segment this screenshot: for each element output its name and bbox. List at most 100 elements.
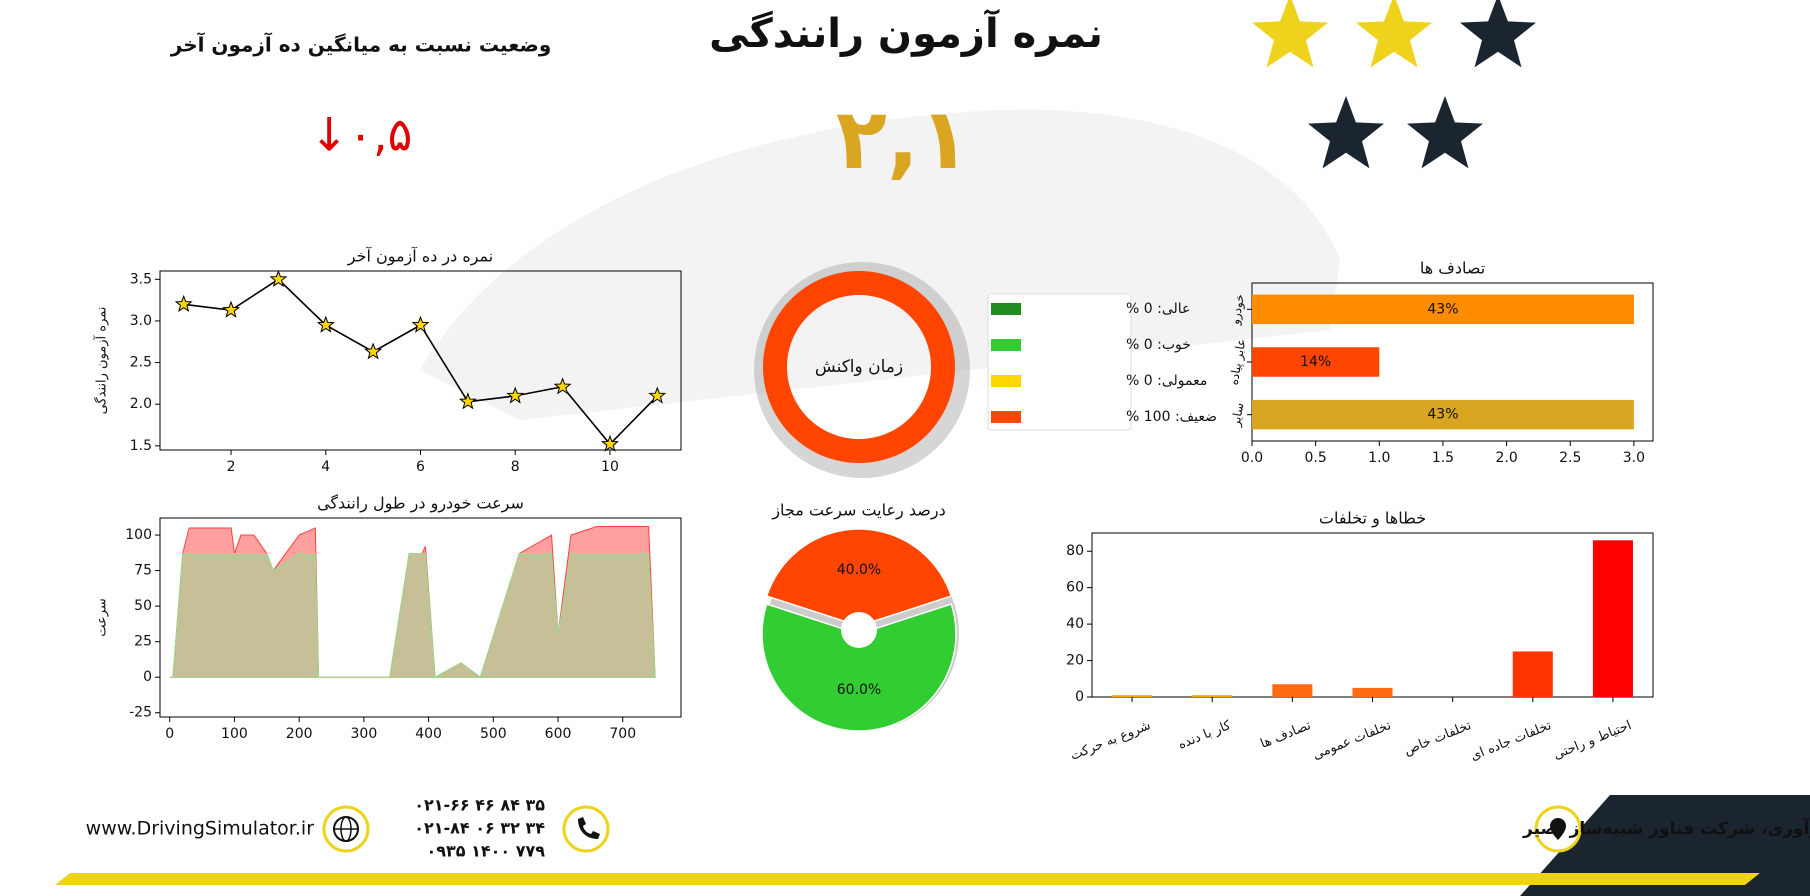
y-tick-label: 100 bbox=[125, 527, 152, 543]
y-axis-label: نمره آزمون رانندگی bbox=[93, 307, 110, 415]
bar bbox=[1112, 695, 1153, 697]
axes-frame bbox=[1091, 532, 1654, 698]
chart-title: تصادف ها bbox=[1420, 259, 1485, 278]
x-tick-label: 0.5 bbox=[1305, 450, 1327, 466]
legend-label: عالی: 0 % bbox=[1126, 301, 1190, 317]
point bbox=[506, 386, 525, 404]
x-tick-label: کار با دنده bbox=[1176, 718, 1234, 753]
x-tick-label: احتیاط و راحتی bbox=[1551, 718, 1633, 763]
x-tick-label: 8 bbox=[511, 459, 520, 475]
chart-title: خطاها و تخلفات bbox=[1319, 509, 1426, 529]
x-tick-label: 10 bbox=[601, 459, 619, 475]
x-tick-label: 100 bbox=[221, 726, 248, 742]
speed-area bbox=[169, 553, 656, 679]
legend-box bbox=[987, 293, 1132, 431]
y-tick-label: -25 bbox=[129, 705, 152, 721]
point bbox=[316, 315, 335, 333]
bar bbox=[1512, 651, 1553, 697]
legend-label: ضعیف: 100 % bbox=[1126, 409, 1217, 425]
x-tick-label: 500 bbox=[480, 726, 507, 742]
y-tick-label: 80 bbox=[1066, 543, 1084, 559]
center-label: زمان واکنش bbox=[815, 357, 903, 377]
x-tick-label: تخلفات جاده ای bbox=[1468, 718, 1553, 764]
chart-title: درصد رعایت سرعت مجاز bbox=[771, 501, 945, 521]
score: ۲,۱ bbox=[836, 90, 970, 188]
x-tick-label: 2 bbox=[227, 459, 236, 475]
point bbox=[411, 315, 430, 333]
point bbox=[600, 434, 619, 452]
x-tick-label: 200 bbox=[286, 726, 313, 742]
x-tick-label: شروع به حرکت bbox=[1068, 718, 1153, 764]
bar bbox=[1252, 347, 1380, 377]
legend-swatch bbox=[991, 375, 1021, 387]
point bbox=[364, 342, 383, 360]
x-tick-label: 3.0 bbox=[1623, 450, 1645, 466]
bar-label: 14% bbox=[1300, 354, 1331, 370]
subtitle: وضعیت نسبت به میانگین ده آزمون آخر bbox=[170, 32, 552, 57]
x-tick-label: 0 bbox=[165, 726, 174, 742]
phone: ۰۲۱-۸۴ ۰۶ ۳۲ ۳۴ bbox=[414, 819, 545, 838]
star bbox=[1308, 96, 1384, 169]
x-tick-label: 6 bbox=[416, 459, 425, 475]
chart-title: نمره در ده آزمون آخر bbox=[347, 247, 494, 267]
y-tick-label: 2.5 bbox=[130, 355, 152, 371]
star bbox=[1356, 0, 1432, 68]
pie-slice bbox=[765, 528, 953, 628]
y-tick-label: سایر bbox=[1228, 402, 1247, 429]
x-tick-label: 1.0 bbox=[1368, 450, 1390, 466]
rating bbox=[1252, 0, 1536, 169]
pie-hole bbox=[841, 612, 877, 648]
star bbox=[1252, 0, 1328, 68]
y-tick-label: عابر پیاده bbox=[1227, 338, 1250, 387]
phone: ۰۲۱-۶۶ ۴۶ ۸۴ ۳۵ bbox=[414, 796, 545, 815]
pie-slice bbox=[761, 603, 957, 732]
x-tick-label: 700 bbox=[609, 726, 636, 742]
point bbox=[174, 294, 193, 312]
y-tick-label: 0 bbox=[1075, 689, 1084, 705]
star bbox=[1460, 0, 1536, 68]
y-tick-label: 25 bbox=[134, 634, 152, 650]
value-label: 60.0% bbox=[837, 682, 881, 698]
y-tick-label: 3.0 bbox=[130, 313, 152, 329]
x-tick-label: 600 bbox=[545, 726, 572, 742]
point bbox=[222, 300, 241, 318]
phone-icon bbox=[562, 805, 610, 853]
value-label: 40.0% bbox=[837, 562, 881, 578]
handset bbox=[578, 817, 600, 839]
bar-label: 43% bbox=[1427, 301, 1458, 317]
x-tick-label: 300 bbox=[351, 726, 378, 742]
x-tick-label: 4 bbox=[321, 459, 330, 475]
legend-swatch bbox=[991, 339, 1021, 351]
axes-frame bbox=[159, 517, 682, 718]
bar bbox=[1192, 695, 1233, 697]
address: دفتر مرکزی:تهران، میدان ونک، خیابان ملاص… bbox=[1522, 817, 1810, 839]
phone: ۰۹۳۵ ۱۴۰۰ ۷۷۹ bbox=[426, 842, 545, 861]
y-tick-label: 0 bbox=[143, 669, 152, 685]
y-tick-label: 3.5 bbox=[130, 271, 152, 287]
legend-swatch bbox=[991, 303, 1021, 315]
bar-label: 43% bbox=[1427, 407, 1458, 423]
stripe bbox=[55, 873, 1760, 885]
report-title: نمره آزمون رانندگی bbox=[709, 8, 1103, 57]
chart-title: سرعت خودرو در طول رانندگی bbox=[317, 494, 524, 514]
change: ↓۰,۵ bbox=[310, 108, 413, 162]
y-tick-label: خودرو bbox=[1228, 293, 1248, 327]
y-tick-label: 1.5 bbox=[130, 438, 152, 454]
x-tick-label: 400 bbox=[415, 726, 442, 742]
x-tick-label: 1.5 bbox=[1432, 450, 1454, 466]
y-tick-label: 50 bbox=[134, 598, 152, 614]
bar bbox=[1252, 399, 1634, 430]
y-tick-label: 20 bbox=[1066, 653, 1084, 669]
bar bbox=[1352, 687, 1393, 697]
star bbox=[1407, 96, 1483, 169]
website[interactable]: www.DrivingSimulator.ir bbox=[86, 818, 315, 840]
legend-swatch bbox=[991, 411, 1021, 423]
point bbox=[458, 392, 477, 410]
y-tick-label: 60 bbox=[1066, 580, 1084, 596]
x-tick-label: تصادف ها bbox=[1258, 718, 1313, 752]
y-tick-label: 2.0 bbox=[130, 396, 152, 412]
y-tick-label: 40 bbox=[1066, 616, 1084, 632]
point bbox=[648, 386, 667, 404]
